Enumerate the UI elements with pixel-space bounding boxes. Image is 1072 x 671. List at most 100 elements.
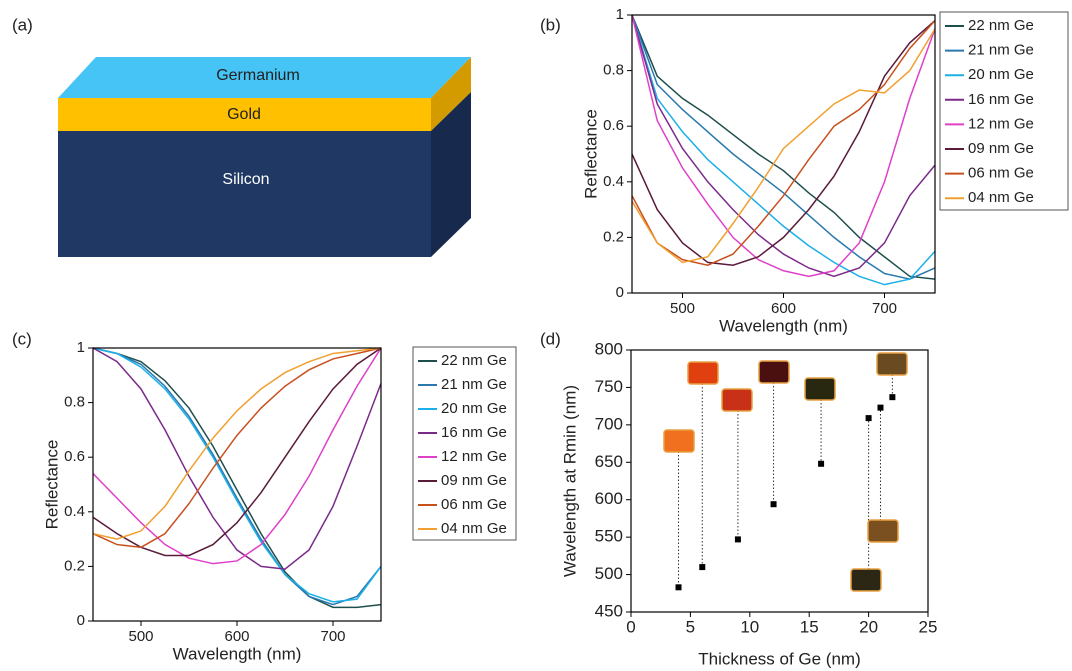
- plot-frame: [630, 349, 929, 613]
- x-axis-label: Thickness of Ge (nm): [698, 649, 861, 668]
- data-line: [631, 20, 936, 266]
- x-tick-label: 700: [872, 300, 897, 317]
- x-tick-label: 15: [800, 617, 819, 636]
- x-tick-label: 10: [740, 617, 759, 636]
- x-tick-label: 5: [686, 617, 695, 636]
- sample-swatch: [804, 377, 836, 401]
- y-tick-label: 600: [595, 489, 623, 508]
- data-line: [92, 347, 382, 609]
- chart-panel: (d) 0 5 10 15 20 25 450 500 550 600 650 700 750 800 Thi…: [540, 329, 937, 668]
- y-tick-label: 0.6: [64, 448, 85, 465]
- sample-swatch: [721, 388, 753, 412]
- legend-label: 12 nm Ge: [968, 115, 1034, 132]
- sample-swatch: [663, 429, 695, 453]
- legend-label: 04 nm Ge: [968, 189, 1034, 206]
- data-line: [92, 347, 382, 603]
- y-tick-label: 800: [595, 339, 623, 358]
- data-line: [631, 14, 936, 280]
- legend-label: 12 nm Ge: [441, 448, 507, 465]
- point: [770, 501, 777, 508]
- x-tick-label: 600: [771, 300, 796, 317]
- y-tick-label: 0: [77, 612, 85, 629]
- y-tick-label: 0.8: [603, 62, 624, 79]
- data-line: [631, 14, 936, 286]
- point: [675, 584, 682, 591]
- stack-diagram: (a) Germanium Gold Silicon: [12, 15, 471, 257]
- point: [734, 536, 741, 543]
- legend-label: 22 nm Ge: [968, 17, 1034, 34]
- layer-label: Silicon: [222, 171, 269, 188]
- plot-frame: [631, 14, 936, 294]
- x-tick-label: 20: [859, 617, 878, 636]
- y-tick-label: 450: [595, 601, 623, 620]
- data-line: [631, 28, 936, 264]
- y-tick-label: 550: [595, 527, 623, 546]
- data-line: [92, 347, 382, 549]
- data-line: [631, 19, 936, 266]
- sample-swatch: [867, 519, 899, 543]
- legend-label: 09 nm Ge: [441, 472, 507, 489]
- x-tick-label: 500: [128, 628, 153, 645]
- x-tick-label: 0: [626, 617, 635, 636]
- germanium-layer: [58, 57, 471, 98]
- panel-label: (d): [540, 329, 561, 348]
- legend-label: 20 nm Ge: [968, 66, 1034, 83]
- data-line: [92, 347, 382, 570]
- y-tick-label: 0.2: [64, 557, 85, 574]
- point: [818, 460, 825, 467]
- gold-layer: [58, 98, 431, 131]
- sample-swatch: [850, 568, 882, 592]
- legend-label: 16 nm Ge: [441, 424, 507, 441]
- y-tick-label: 700: [595, 414, 623, 433]
- plot-frame: [92, 347, 382, 622]
- point: [877, 404, 884, 411]
- sample-swatch: [687, 361, 719, 385]
- y-tick-label: 0.2: [603, 228, 624, 245]
- x-tick-label: 600: [224, 628, 249, 645]
- x-axis-label: Wavelength (nm): [719, 316, 848, 335]
- y-tick-label: 500: [595, 564, 623, 583]
- point: [889, 394, 896, 401]
- x-tick-label: 25: [919, 617, 938, 636]
- sample-swatch: [758, 360, 790, 384]
- y-tick-label: 0.6: [603, 117, 624, 134]
- silicon-layer: [58, 131, 431, 257]
- legend-label: 06 nm Ge: [968, 165, 1034, 182]
- panel-label: (b): [540, 15, 561, 34]
- data-line: [92, 347, 382, 557]
- chart-panel: (b) 500 600 700 0 0.2 0.4 0.6 0.8 1 Wavelength (nm…: [540, 6, 1069, 335]
- data-line: [631, 14, 936, 280]
- data-line: [92, 347, 382, 606]
- y-tick-label: 0: [616, 284, 624, 301]
- legend-label: 22 nm Ge: [441, 352, 507, 369]
- gold-side: [431, 57, 471, 131]
- silicon-side: [431, 92, 471, 257]
- layer-label: Gold: [227, 106, 261, 123]
- x-axis-label: Wavelength (nm): [173, 644, 302, 663]
- legend-box: [412, 346, 517, 541]
- y-tick-label: 750: [595, 377, 623, 396]
- legend-label: 06 nm Ge: [441, 496, 507, 513]
- data-line: [631, 14, 936, 278]
- chart-panel: (c) 500 600 700 0 0.2 0.4 0.6 0.8 1 Wavelength (nm…: [12, 329, 517, 663]
- y-tick-label: 0.4: [603, 173, 624, 190]
- legend-label: 21 nm Ge: [441, 376, 507, 393]
- legend-box: [939, 11, 1069, 211]
- y-tick-label: 0.8: [64, 394, 85, 411]
- y-tick-label: 1: [77, 339, 85, 356]
- data-line: [92, 347, 382, 565]
- legend-label: 20 nm Ge: [441, 400, 507, 417]
- y-tick-label: 650: [595, 452, 623, 471]
- layer-label: Germanium: [216, 67, 300, 84]
- panel-label: (c): [12, 329, 32, 348]
- y-axis-label: Reflectance: [42, 440, 61, 530]
- y-axis-label: Wavelength at Rmin (nm): [560, 385, 579, 577]
- y-tick-label: 0.4: [64, 503, 85, 520]
- data-line: [631, 14, 936, 278]
- y-tick-label: 1: [616, 6, 624, 23]
- data-line: [92, 347, 382, 540]
- y-axis-label: Reflectance: [581, 109, 600, 199]
- legend-label: 16 nm Ge: [968, 91, 1034, 108]
- point: [865, 415, 872, 422]
